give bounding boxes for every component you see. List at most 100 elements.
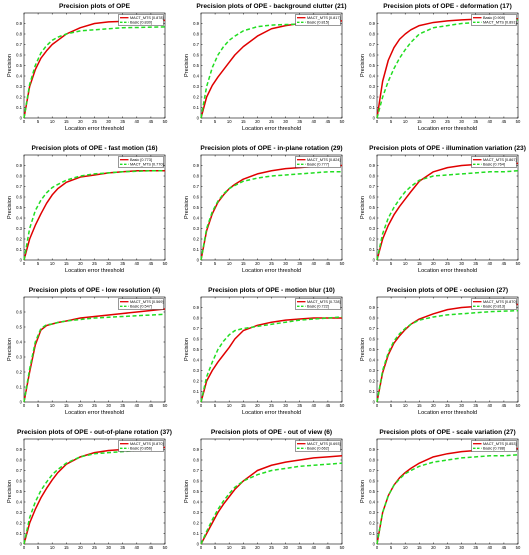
y-tick-label: 0.7 bbox=[369, 326, 375, 331]
mact-mts-series-line bbox=[23, 170, 165, 261]
legend-entry: MACT_MTS [0.891] bbox=[483, 21, 517, 25]
legend-entry: MACT_MTS [0.870] bbox=[483, 300, 517, 304]
chart-title: Precision plots of OPE - fast motion (16… bbox=[31, 145, 157, 152]
x-axis-label: Location error threshold bbox=[242, 410, 301, 416]
y-tick-label: 0.2 bbox=[193, 378, 199, 383]
basic-series-line bbox=[23, 170, 165, 261]
y-tick-label: 0.7 bbox=[193, 468, 199, 473]
x-tick-label: 20 bbox=[78, 403, 83, 408]
y-tick-label: 0.8 bbox=[369, 31, 375, 36]
basic-series-line bbox=[376, 170, 519, 261]
x-tick-label: 35 bbox=[297, 119, 302, 124]
x-tick-label: 15 bbox=[64, 545, 69, 550]
y-tick-label: 0 bbox=[373, 399, 376, 404]
x-tick-label: 0 bbox=[23, 545, 26, 550]
chart-title: Precision plots of OPE - scale variation… bbox=[379, 429, 515, 436]
y-tick-label: 0.9 bbox=[16, 163, 22, 168]
x-tick-label: 40 bbox=[134, 261, 139, 266]
y-tick-label: 0.9 bbox=[193, 305, 199, 310]
x-axis-label: Location error threshold bbox=[418, 268, 477, 274]
legend-entry: Basic [0.547] bbox=[130, 305, 152, 309]
x-tick-label: 5 bbox=[37, 261, 40, 266]
x-tick-label: 35 bbox=[473, 545, 478, 550]
y-tick-label: 0.2 bbox=[16, 520, 22, 525]
legend-entry: Basic [0.830] bbox=[130, 21, 152, 25]
legend-entry: Basic [0.856] bbox=[130, 447, 152, 451]
y-tick-label: 0.9 bbox=[369, 163, 375, 168]
y-tick-label: 0.7 bbox=[16, 42, 22, 47]
y-tick-label: 0.8 bbox=[16, 457, 22, 462]
x-tick-label: 45 bbox=[326, 403, 331, 408]
y-tick-label: 0.1 bbox=[193, 247, 199, 252]
x-tick-label: 35 bbox=[473, 261, 478, 266]
x-axis-label: Location error threshold bbox=[242, 126, 301, 132]
x-tick-label: 5 bbox=[390, 119, 393, 124]
x-tick-label: 25 bbox=[445, 119, 450, 124]
y-tick-label: 0.6 bbox=[193, 52, 199, 57]
y-tick-label: 0.4 bbox=[16, 73, 22, 78]
x-tick-label: 0 bbox=[23, 261, 26, 266]
chart-panel: Precision plots of OPE - out-of-plane ro… bbox=[7, 429, 172, 555]
y-tick-label: 0.1 bbox=[193, 105, 199, 110]
legend-entry: Basic [0.909] bbox=[483, 16, 505, 20]
legend-entry: MACT_MTS [0.728] bbox=[307, 300, 341, 304]
x-tick-label: 30 bbox=[106, 545, 111, 550]
chart-title: Precision plots of OPE bbox=[59, 3, 131, 10]
y-tick-label: 0.2 bbox=[369, 378, 375, 383]
x-tick-label: 25 bbox=[92, 403, 97, 408]
mact-mts-series-line bbox=[200, 455, 343, 545]
plot-area bbox=[376, 296, 519, 403]
y-tick-label: 0.2 bbox=[16, 369, 22, 374]
x-tick-label: 30 bbox=[459, 119, 464, 124]
x-tick-label: 50 bbox=[163, 119, 168, 124]
x-tick-label: 15 bbox=[64, 119, 69, 124]
legend-entry: MACT_MTS [0.693] bbox=[307, 442, 341, 446]
y-tick-label: 0.8 bbox=[369, 173, 375, 178]
chart-title: Precision plots of OPE - in-plane rotati… bbox=[200, 145, 342, 152]
x-tick-label: 15 bbox=[417, 261, 422, 266]
plot-area bbox=[23, 154, 166, 261]
y-tick-label: 0.8 bbox=[16, 31, 22, 36]
x-tick-label: 25 bbox=[445, 403, 450, 408]
chart-title: Precision plots of OPE - low resolution … bbox=[29, 287, 161, 294]
y-tick-label: 0 bbox=[197, 541, 200, 546]
legend-entry: MACT_MTS [0.824] bbox=[307, 158, 341, 162]
y-tick-label: 0.8 bbox=[193, 315, 199, 320]
legend-entry: Basic [0.764] bbox=[483, 163, 505, 167]
y-tick-label: 0.1 bbox=[369, 247, 375, 252]
y-tick-label: 0.6 bbox=[16, 52, 22, 57]
x-tick-label: 5 bbox=[214, 261, 217, 266]
x-tick-label: 5 bbox=[390, 545, 393, 550]
y-axis-label: Precision bbox=[7, 338, 13, 361]
x-tick-label: 40 bbox=[311, 119, 316, 124]
y-tick-label: 0.3 bbox=[369, 226, 375, 231]
y-tick-label: 0.7 bbox=[16, 468, 22, 473]
y-tick-label: 0.6 bbox=[369, 52, 375, 57]
y-tick-label: 0.8 bbox=[193, 31, 199, 36]
chart-panel: Precision plots of OPE - occlusion (27) 0… bbox=[360, 287, 521, 416]
y-tick-label: 0.5 bbox=[16, 324, 22, 329]
y-tick-label: 0.2 bbox=[369, 520, 375, 525]
x-tick-label: 50 bbox=[340, 545, 345, 550]
y-tick-label: 0.4 bbox=[16, 499, 22, 504]
y-tick-label: 0.6 bbox=[193, 194, 199, 199]
y-tick-label: 0.5 bbox=[369, 347, 375, 352]
basic-series-line bbox=[23, 26, 166, 119]
chart-panel: Precision plots of OPE - fast motion (16… bbox=[7, 145, 168, 274]
y-tick-label: 0.5 bbox=[193, 63, 199, 68]
y-tick-label: 0.3 bbox=[16, 226, 22, 231]
x-tick-label: 10 bbox=[227, 261, 232, 266]
y-tick-label: 0.7 bbox=[16, 184, 22, 189]
y-axis-label: Precision bbox=[360, 480, 366, 503]
y-axis-label: Precision bbox=[184, 54, 190, 77]
x-tick-label: 45 bbox=[326, 545, 331, 550]
y-tick-label: 0.5 bbox=[193, 347, 199, 352]
x-axis-label: Location error threshold bbox=[65, 410, 124, 416]
y-tick-label: 0.1 bbox=[369, 389, 375, 394]
x-tick-label: 10 bbox=[227, 403, 232, 408]
y-axis-label: Precision bbox=[360, 196, 366, 219]
basic-series-line bbox=[200, 22, 342, 119]
legend-box bbox=[471, 156, 517, 168]
y-tick-label: 0 bbox=[20, 541, 23, 546]
